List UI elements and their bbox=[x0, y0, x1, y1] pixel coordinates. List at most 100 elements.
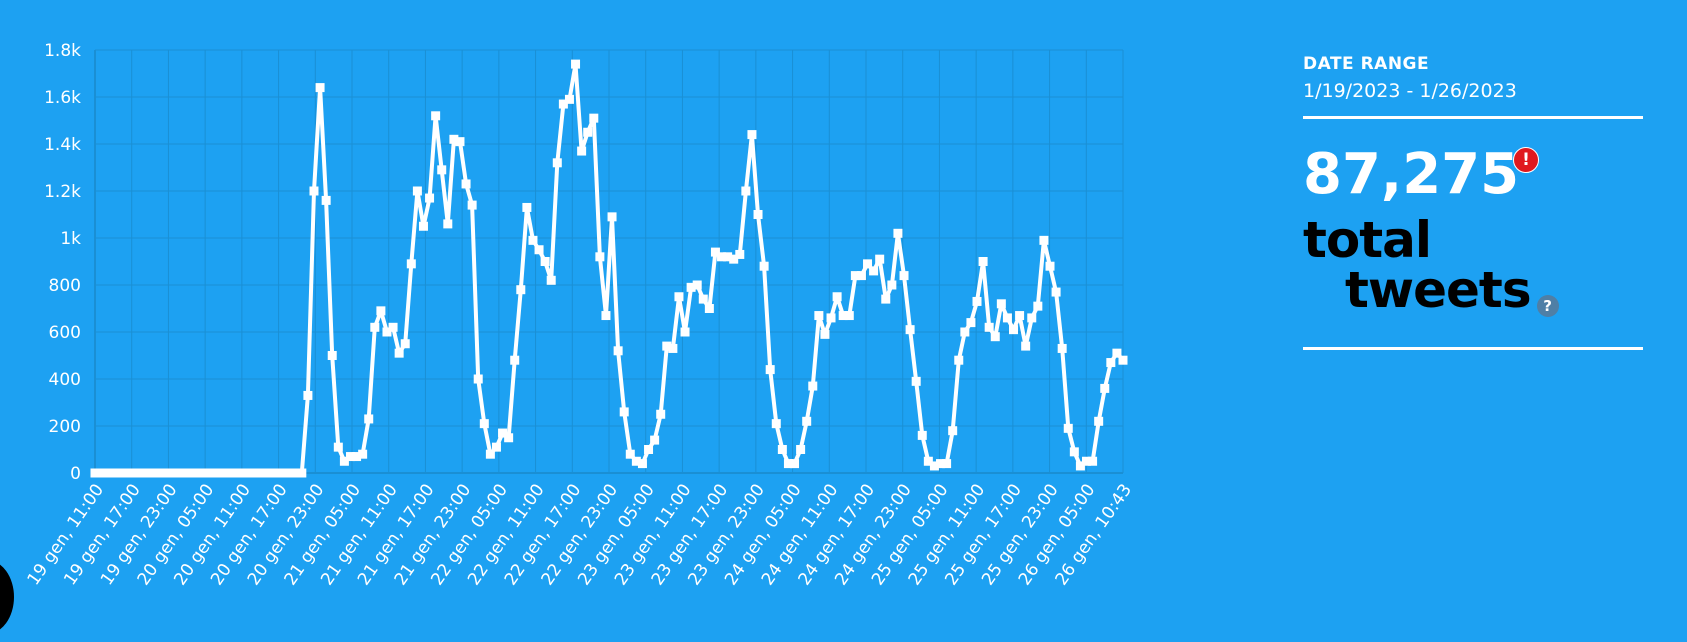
data-point[interactable] bbox=[1057, 343, 1067, 353]
data-point[interactable] bbox=[796, 445, 806, 454]
data-point[interactable] bbox=[984, 322, 994, 332]
data-point[interactable] bbox=[309, 186, 319, 196]
data-point[interactable] bbox=[443, 219, 453, 229]
data-point[interactable] bbox=[710, 247, 720, 257]
data-point[interactable] bbox=[662, 341, 672, 351]
data-point[interactable] bbox=[723, 252, 733, 262]
data-point[interactable] bbox=[625, 449, 635, 459]
data-point[interactable] bbox=[899, 271, 909, 281]
data-point[interactable] bbox=[735, 249, 745, 259]
data-point[interactable] bbox=[747, 130, 757, 140]
data-point[interactable] bbox=[193, 468, 203, 478]
data-point[interactable] bbox=[698, 294, 708, 304]
data-point[interactable] bbox=[1100, 383, 1110, 393]
data-point[interactable] bbox=[960, 327, 970, 337]
data-point[interactable] bbox=[753, 210, 763, 219]
data-point[interactable] bbox=[491, 442, 501, 452]
data-point[interactable] bbox=[297, 468, 307, 478]
data-point[interactable] bbox=[370, 322, 380, 332]
data-point[interactable] bbox=[692, 280, 702, 290]
data-point[interactable] bbox=[954, 355, 964, 365]
data-point[interactable] bbox=[394, 348, 404, 358]
data-point[interactable] bbox=[266, 468, 276, 478]
data-point[interactable] bbox=[637, 459, 647, 469]
data-point[interactable] bbox=[765, 365, 775, 375]
data-point[interactable] bbox=[1027, 313, 1037, 323]
data-point[interactable] bbox=[917, 430, 927, 440]
data-point[interactable] bbox=[181, 468, 191, 478]
data-point[interactable] bbox=[534, 245, 544, 255]
data-point[interactable] bbox=[850, 271, 860, 281]
data-point[interactable] bbox=[333, 442, 343, 452]
data-point[interactable] bbox=[212, 468, 222, 478]
data-point[interactable] bbox=[102, 468, 112, 478]
data-point[interactable] bbox=[285, 468, 295, 478]
data-point[interactable] bbox=[893, 228, 903, 238]
data-point[interactable] bbox=[1094, 416, 1104, 426]
data-point[interactable] bbox=[358, 449, 368, 459]
data-point[interactable] bbox=[431, 111, 441, 121]
data-point[interactable] bbox=[242, 468, 252, 478]
data-point[interactable] bbox=[558, 99, 568, 109]
data-point[interactable] bbox=[583, 127, 593, 137]
data-point[interactable] bbox=[163, 468, 173, 478]
data-point[interactable] bbox=[473, 374, 483, 384]
data-point[interactable] bbox=[139, 468, 149, 478]
data-point[interactable] bbox=[656, 409, 666, 419]
data-point[interactable] bbox=[90, 468, 100, 478]
data-point[interactable] bbox=[942, 459, 952, 469]
data-point[interactable] bbox=[1039, 235, 1049, 245]
data-point[interactable] bbox=[1002, 313, 1012, 323]
data-point[interactable] bbox=[546, 275, 556, 285]
data-point[interactable] bbox=[315, 83, 325, 93]
data-point[interactable] bbox=[838, 311, 848, 321]
question-circle-icon[interactable]: ? bbox=[1536, 295, 1559, 317]
data-point[interactable] bbox=[1106, 358, 1116, 368]
data-point[interactable] bbox=[504, 433, 514, 443]
data-point[interactable] bbox=[619, 407, 629, 417]
data-point[interactable] bbox=[528, 235, 538, 245]
data-point[interactable] bbox=[875, 254, 885, 264]
data-point[interactable] bbox=[498, 428, 508, 438]
data-point[interactable] bbox=[856, 271, 866, 281]
data-point[interactable] bbox=[978, 257, 988, 266]
data-point[interactable] bbox=[260, 468, 270, 478]
data-point[interactable] bbox=[218, 468, 228, 478]
data-point[interactable] bbox=[248, 468, 258, 478]
data-point[interactable] bbox=[169, 468, 179, 478]
data-point[interactable] bbox=[352, 452, 362, 462]
data-point[interactable] bbox=[650, 435, 660, 445]
data-point[interactable] bbox=[455, 137, 465, 147]
data-point[interactable] bbox=[577, 146, 587, 156]
data-point[interactable] bbox=[187, 468, 197, 478]
data-point[interactable] bbox=[1082, 456, 1092, 466]
data-point[interactable] bbox=[680, 327, 690, 337]
data-point[interactable] bbox=[869, 266, 879, 276]
data-point[interactable] bbox=[425, 193, 435, 203]
data-point[interactable] bbox=[145, 468, 155, 478]
data-point[interactable] bbox=[485, 449, 495, 459]
data-point[interactable] bbox=[114, 468, 124, 478]
data-point[interactable] bbox=[321, 195, 331, 205]
data-point[interactable] bbox=[376, 306, 386, 316]
data-point[interactable] bbox=[826, 313, 836, 323]
data-point[interactable] bbox=[790, 459, 800, 469]
data-point[interactable] bbox=[279, 468, 289, 478]
data-point[interactable] bbox=[1045, 261, 1055, 271]
data-point[interactable] bbox=[206, 468, 216, 478]
data-point[interactable] bbox=[589, 113, 599, 123]
data-point[interactable] bbox=[540, 257, 550, 266]
data-point[interactable] bbox=[382, 327, 392, 337]
data-point[interactable] bbox=[272, 468, 282, 478]
data-point[interactable] bbox=[777, 445, 787, 454]
data-point[interactable] bbox=[1021, 341, 1031, 351]
data-point[interactable] bbox=[783, 459, 793, 469]
data-point[interactable] bbox=[674, 292, 684, 302]
data-point[interactable] bbox=[157, 468, 167, 478]
data-point[interactable] bbox=[254, 468, 264, 478]
data-point[interactable] bbox=[668, 343, 678, 353]
data-point[interactable] bbox=[704, 304, 714, 313]
data-point[interactable] bbox=[133, 468, 143, 478]
data-point[interactable] bbox=[516, 285, 526, 295]
data-point[interactable] bbox=[96, 468, 106, 478]
